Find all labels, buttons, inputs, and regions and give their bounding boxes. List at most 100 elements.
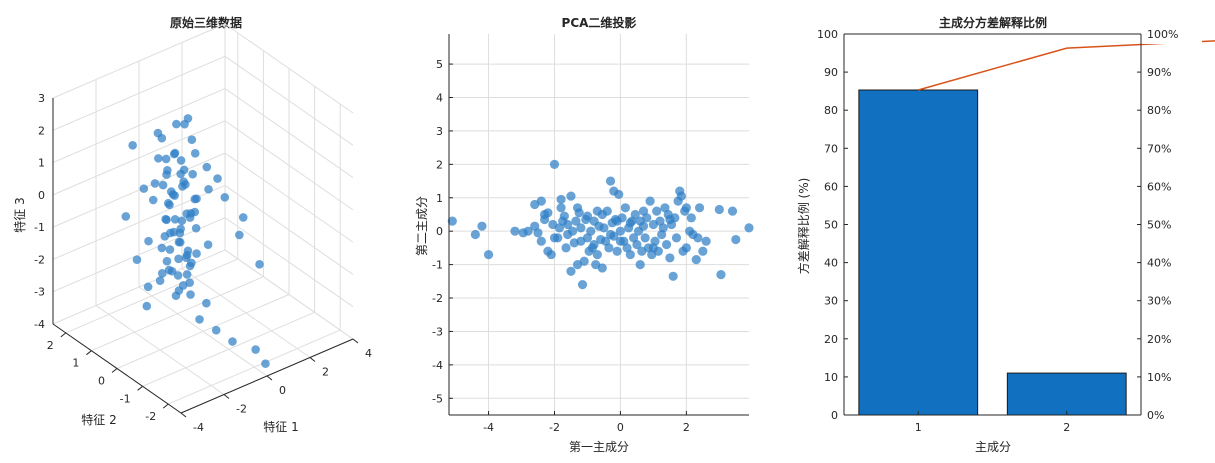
data-point — [543, 208, 553, 218]
y-tick-mark — [60, 332, 67, 338]
data-point — [190, 149, 200, 158]
y-tick-label: -2 — [145, 410, 156, 423]
chart-variance-bar: 主成分方差解释比例 0 10 20 30 40 50 60 70 80 90 100 0% 10% 20%… — [796, 15, 1215, 454]
data-point — [563, 219, 573, 230]
y-tick-label: 1 — [72, 357, 79, 370]
data-point — [121, 212, 131, 221]
data-point — [162, 170, 171, 179]
data-point — [183, 246, 193, 256]
right-tick-label: 10% — [1147, 371, 1171, 384]
y-tick-label: 0 — [436, 225, 443, 238]
y-tick-label: 100 — [817, 28, 838, 41]
z-tick-label: -2 — [34, 253, 45, 266]
data-point — [187, 258, 196, 268]
data-point — [179, 165, 189, 175]
y-tick-label: 50 — [824, 219, 838, 232]
data-point — [576, 223, 586, 233]
y-tick-label: -5 — [432, 392, 443, 405]
data-point — [652, 206, 662, 216]
y-tick-label: 90 — [824, 66, 838, 79]
data-point — [559, 211, 569, 221]
data-point — [676, 191, 687, 201]
data-point — [701, 236, 711, 246]
x-tick-label: -4 — [193, 421, 204, 434]
data-point — [178, 281, 188, 290]
chart2-xlabel: 第一主成分 — [569, 440, 629, 454]
data-point — [447, 216, 457, 226]
data-point — [523, 226, 533, 236]
right-tick-label: 0% — [1147, 409, 1164, 422]
data-point — [171, 291, 181, 301]
y-tick-label: 4 — [436, 92, 443, 105]
right-tick-label: 20% — [1147, 333, 1171, 346]
floor-gridline — [116, 294, 290, 369]
x-tick-mark — [309, 357, 316, 362]
data-point — [658, 223, 668, 233]
chart1-zlabel: 特征 3 — [12, 197, 27, 232]
data-point — [185, 278, 194, 287]
data-point — [167, 266, 177, 276]
data-point — [180, 119, 189, 129]
data-point — [192, 249, 201, 258]
data-point — [157, 133, 167, 143]
chart2-ylabel: 第二主成分 — [415, 196, 429, 256]
chart2-title: PCA二维投影 — [562, 15, 637, 30]
side-wall-gridline — [224, 23, 354, 114]
data-point — [630, 209, 640, 220]
z-tick-label: 2 — [38, 124, 45, 137]
data-point — [188, 169, 197, 179]
y-tick-label: -4 — [432, 359, 443, 372]
data-point — [635, 260, 645, 270]
data-point — [175, 237, 185, 247]
data-point — [665, 253, 675, 263]
data-point — [162, 215, 171, 225]
floor-gridline — [65, 258, 238, 334]
data-point — [744, 223, 754, 233]
data-point — [556, 203, 566, 213]
data-point — [642, 213, 652, 223]
data-point — [477, 221, 487, 231]
data-point — [661, 239, 672, 250]
right-tick-label: 70% — [1147, 142, 1171, 155]
data-point — [211, 325, 221, 335]
data-point — [172, 119, 181, 129]
floor-gridline — [168, 329, 341, 405]
data-point — [213, 174, 222, 183]
y-tick-label: 5 — [436, 58, 443, 71]
data-point — [139, 184, 149, 193]
data-point — [602, 206, 612, 216]
x-tick-label: -2 — [236, 403, 247, 416]
chart3-xlabel: 主成分 — [975, 440, 1011, 454]
y-tick-mark — [162, 403, 169, 409]
x-tick-label: 2 — [322, 366, 329, 379]
data-point — [195, 315, 204, 324]
data-point — [668, 271, 678, 281]
x-tick-label: 4 — [365, 347, 372, 360]
data-point — [261, 359, 270, 368]
floor-gridline — [142, 311, 315, 387]
back-wall-gridline — [52, 152, 226, 228]
data-point — [731, 234, 741, 245]
x-tick-label: 2 — [683, 421, 690, 434]
data-point — [638, 221, 649, 231]
right-tick-label: 80% — [1147, 104, 1171, 117]
x-tick-mark — [223, 394, 230, 399]
data-point — [157, 243, 167, 253]
data-point — [579, 256, 589, 266]
data-point — [128, 141, 137, 150]
data-point — [589, 239, 599, 250]
x-tick-label: 0 — [617, 421, 624, 434]
side-wall-gridline — [224, 88, 354, 178]
y-tick-label: 40 — [824, 257, 838, 270]
z-tick-label: 3 — [38, 92, 45, 105]
data-point — [170, 191, 179, 200]
chart3-title: 主成分方差解释比例 — [939, 15, 1047, 30]
chart1-title: 原始三维数据 — [170, 15, 242, 30]
y-tick-label: 20 — [824, 333, 838, 346]
x-tick-mark — [352, 338, 359, 344]
data-point — [174, 254, 183, 264]
data-point — [582, 211, 593, 221]
data-point — [645, 196, 655, 206]
chart1-xlabel: 特征 1 — [263, 419, 298, 434]
y-tick-label: 60 — [824, 180, 838, 193]
